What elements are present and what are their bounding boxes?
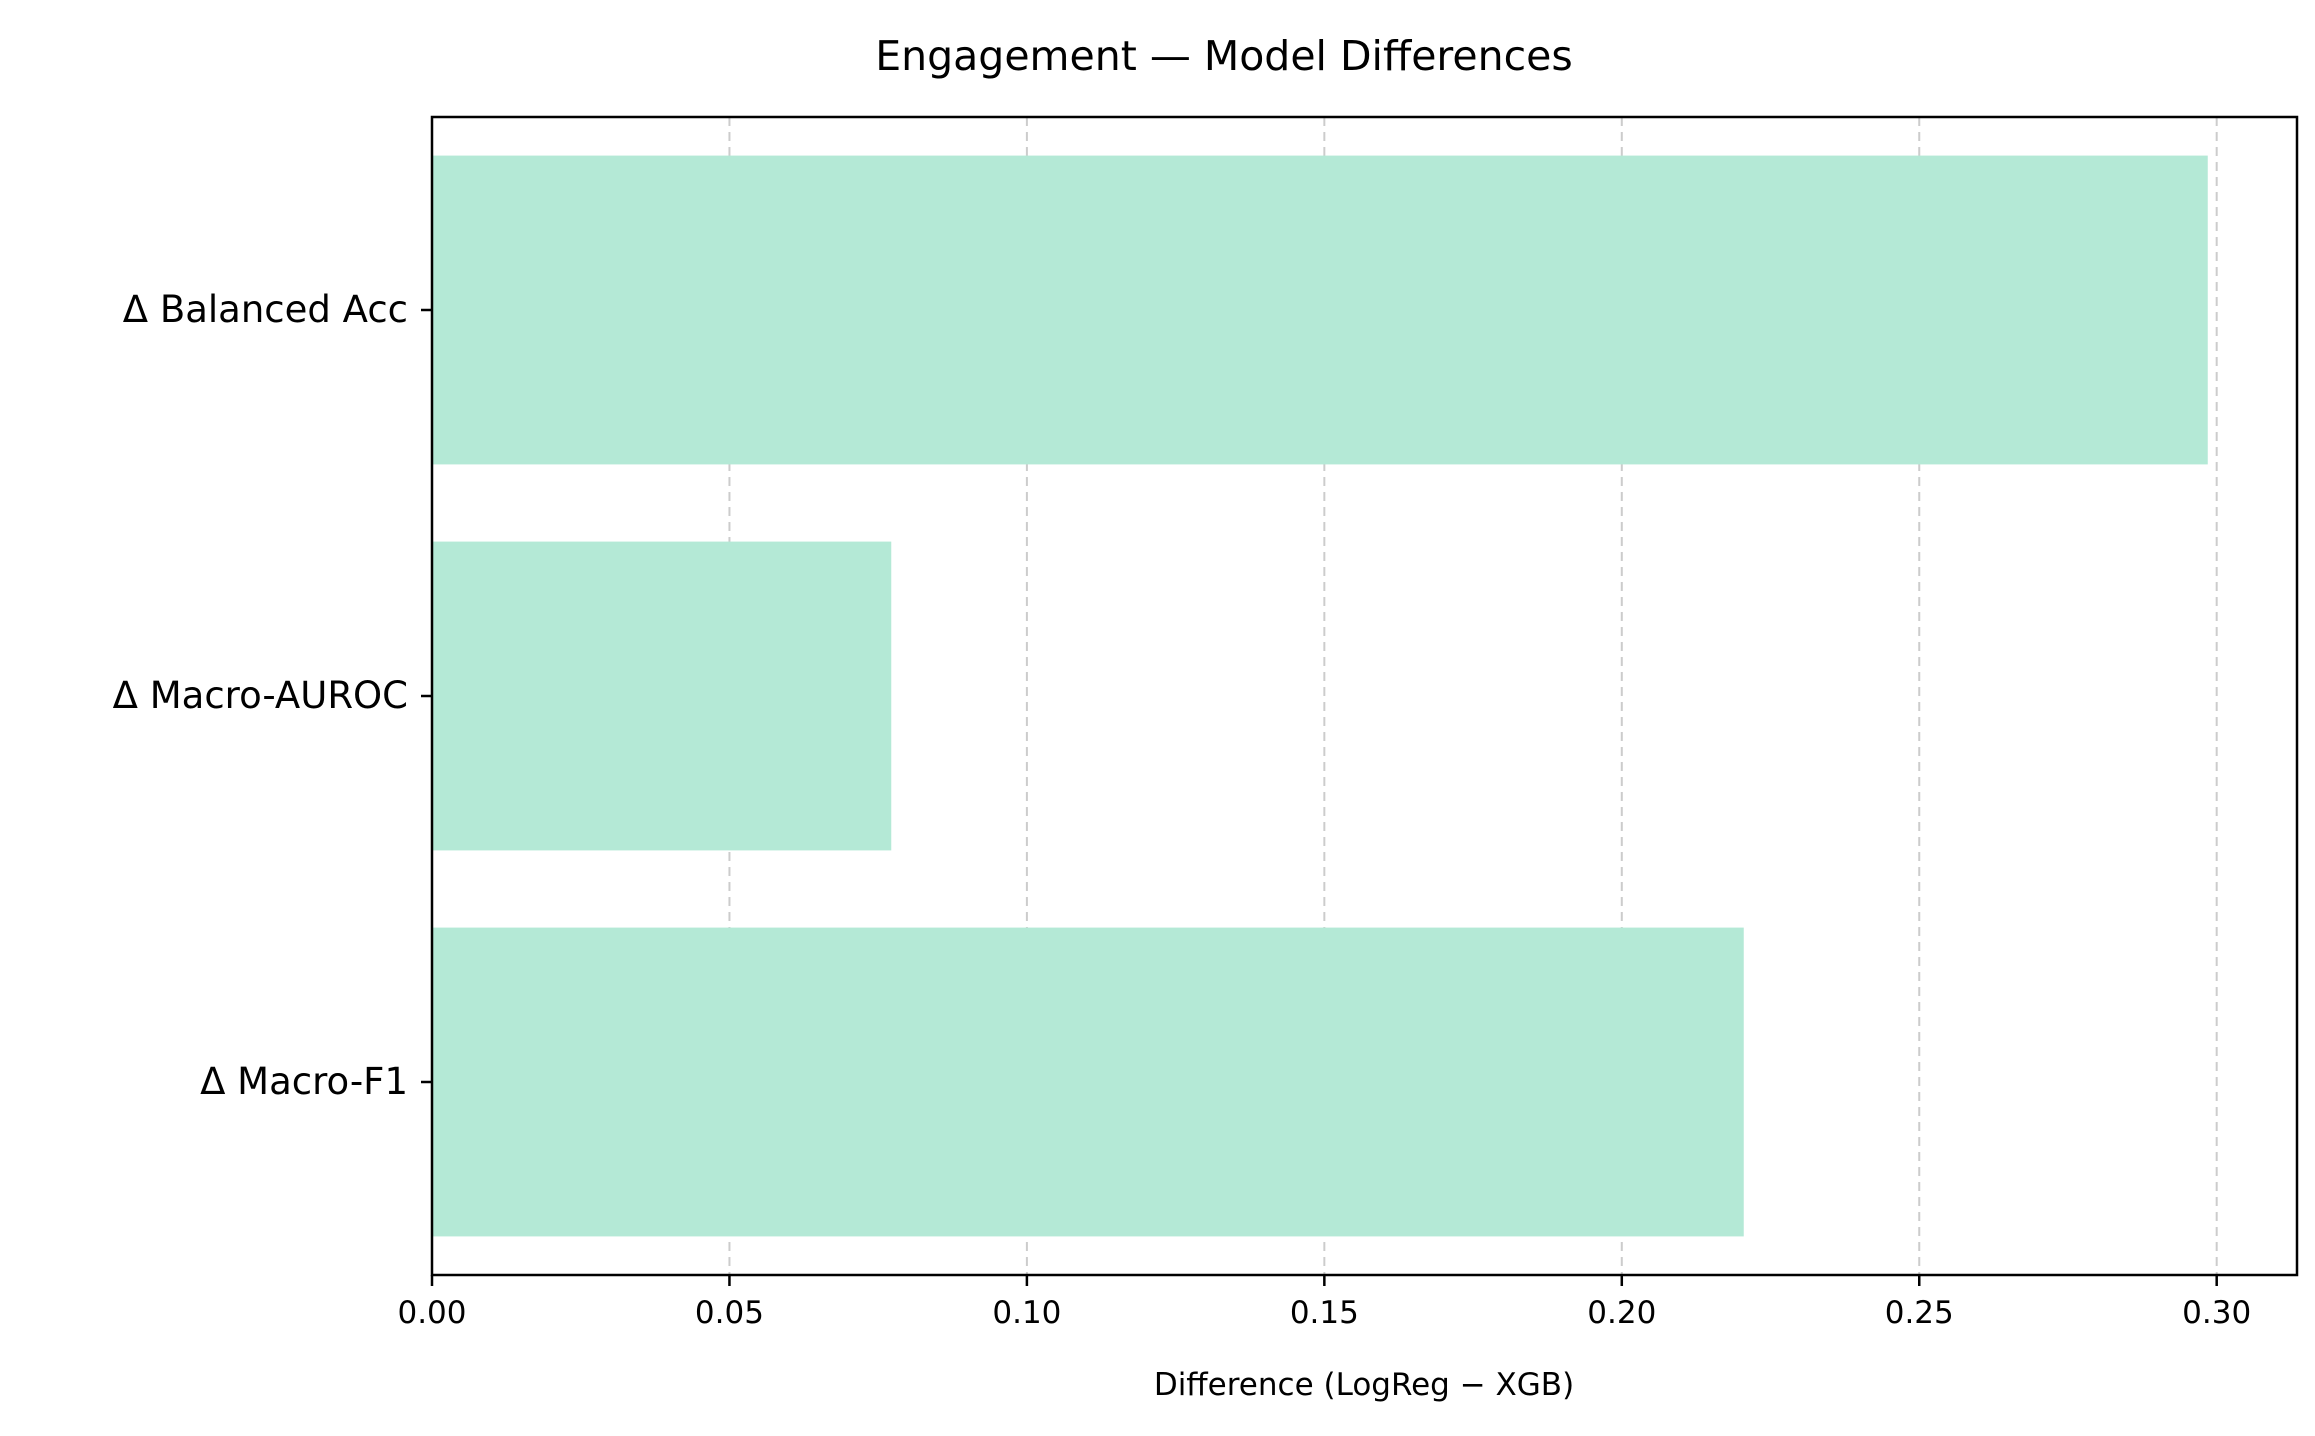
x-tick-label: 0.15 — [1290, 1295, 1359, 1331]
chart-title: Engagement — Model Differences — [875, 32, 1572, 80]
bars — [432, 155, 2208, 1237]
x-tick-label: 0.10 — [992, 1295, 1061, 1331]
bar — [432, 927, 1744, 1237]
x-tick-label: 0.20 — [1587, 1295, 1656, 1331]
x-axis-label: Difference (LogReg − XGB) — [1154, 1367, 1574, 1403]
x-axis-ticks: 0.00 0.05 0.10 0.15 0.20 0.25 0.30 — [397, 1275, 2251, 1331]
bar — [432, 541, 892, 851]
y-tick-label: Δ Macro-F1 — [200, 1060, 408, 1103]
x-tick-label: 0.00 — [397, 1295, 466, 1331]
y-tick-label: Δ Balanced Acc — [123, 288, 408, 331]
x-tick-label: 0.30 — [2182, 1295, 2251, 1331]
bar — [432, 155, 2208, 465]
x-tick-label: 0.05 — [695, 1295, 764, 1331]
y-axis-ticks: Δ Balanced Acc Δ Macro-AUROC Δ Macro-F1 — [113, 288, 432, 1103]
x-tick-label: 0.25 — [1885, 1295, 1954, 1331]
y-tick-label: Δ Macro-AUROC — [113, 674, 408, 717]
